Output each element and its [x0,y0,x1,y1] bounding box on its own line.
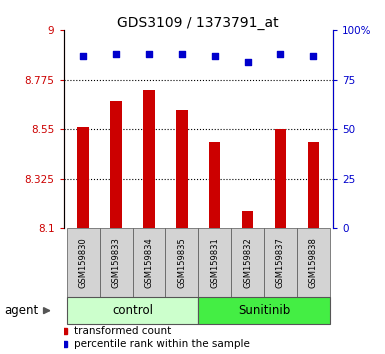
Text: GSM159832: GSM159832 [243,238,252,288]
Point [244,59,251,65]
Text: percentile rank within the sample: percentile rank within the sample [74,339,250,349]
Bar [67,297,198,324]
Bar [67,228,100,297]
Text: agent: agent [4,304,38,317]
Bar [209,142,221,228]
Point [80,53,86,59]
Bar [77,127,89,228]
Point [212,53,218,59]
Point [146,51,152,57]
Bar [275,129,286,228]
Bar [143,90,155,228]
Bar [231,228,264,297]
Text: transformed count: transformed count [74,326,172,336]
Bar [297,228,330,297]
Bar [242,211,253,228]
Text: GSM159833: GSM159833 [112,238,121,288]
Bar [166,228,198,297]
Point [179,51,185,57]
Bar [198,297,330,324]
Point [277,51,283,57]
Bar [100,228,132,297]
Text: GSM159830: GSM159830 [79,238,88,288]
Point [310,53,316,59]
Bar [110,101,122,228]
Text: GSM159838: GSM159838 [309,238,318,288]
Bar [176,110,187,228]
Bar [264,228,297,297]
Text: GSM159831: GSM159831 [210,238,219,288]
Bar [132,228,166,297]
Text: Sunitinib: Sunitinib [238,304,290,317]
Text: GDS3109 / 1373791_at: GDS3109 / 1373791_at [117,16,279,30]
Text: GSM159834: GSM159834 [144,238,154,288]
Bar [308,142,319,228]
Text: GSM159837: GSM159837 [276,238,285,288]
Text: GSM159835: GSM159835 [177,238,186,288]
Text: control: control [112,304,153,317]
Bar [198,228,231,297]
Point [113,51,119,57]
